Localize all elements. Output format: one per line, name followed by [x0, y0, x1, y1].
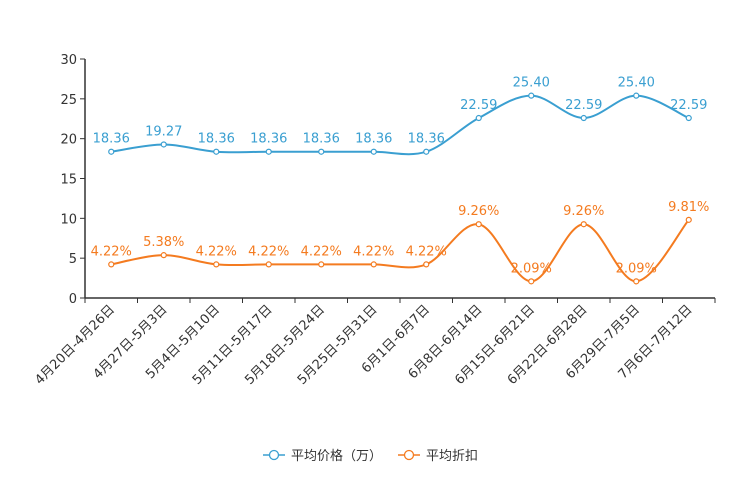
axes: 0510152025304月20日-4月26日4月27日-5月3日5月4日-5月…: [32, 53, 716, 388]
data-label: 4.22%: [353, 244, 394, 259]
data-point: [423, 261, 430, 268]
data-label: 2.09%: [511, 261, 552, 276]
data-label: 4.22%: [91, 244, 132, 259]
data-label: 4.22%: [248, 244, 289, 259]
data-point: [108, 148, 115, 155]
data-label: 22.59: [670, 98, 707, 113]
data-point: [160, 252, 167, 259]
data-point: [580, 114, 587, 122]
data-label: 4.22%: [301, 244, 342, 259]
series-layer: 18.36 19.27 18.36 18.36 18.36 18.36 18.36 22.59…: [91, 76, 709, 285]
legend[interactable]: 平均价格（万） 平均折扣: [263, 448, 478, 464]
data-point: [633, 92, 640, 99]
data-label: 18.36: [408, 132, 445, 147]
data-label: 18.36: [198, 132, 235, 147]
data-point: [265, 261, 272, 268]
data-label: 18.36: [303, 132, 340, 147]
legend-item-avg-price[interactable]: 平均价格（万）: [263, 448, 382, 464]
data-label: 22.59: [460, 98, 497, 113]
data-point: [685, 114, 692, 122]
data-label: 4.22%: [406, 244, 447, 259]
y-tick-label: 25: [60, 93, 77, 108]
data-point: [213, 261, 220, 268]
data-label: 18.36: [93, 132, 130, 147]
data-point: [528, 92, 535, 99]
y-tick-label: 15: [60, 173, 77, 188]
data-label: 18.36: [355, 132, 392, 147]
data-point: [633, 278, 640, 285]
legend-label: 平均价格（万）: [291, 448, 382, 464]
data-point: [213, 148, 220, 155]
data-point: [685, 216, 692, 223]
legend-circle-icon: [268, 449, 280, 461]
data-point: [160, 141, 167, 148]
data-label: 2.09%: [616, 261, 657, 276]
series-avg-price: 18.36 19.27 18.36 18.36 18.36 18.36 18.36 22.59…: [93, 76, 707, 156]
y-tick-label: 20: [60, 133, 77, 148]
data-point: [528, 278, 535, 285]
data-label: 9.26%: [458, 204, 499, 219]
data-label: 18.36: [250, 132, 287, 147]
data-point: [370, 148, 377, 155]
y-tick-label: 10: [60, 212, 77, 227]
data-label: 9.81%: [668, 200, 709, 215]
data-point: [423, 148, 430, 155]
data-point: [475, 114, 482, 122]
data-label: 9.26%: [563, 204, 604, 219]
data-label: 25.40: [618, 76, 655, 91]
data-point: [265, 148, 272, 155]
data-point: [108, 261, 115, 268]
series-line: [111, 94, 690, 156]
data-point: [318, 148, 325, 155]
data-point: [475, 221, 482, 228]
y-tick-label: 30: [60, 53, 77, 68]
data-label: 4.22%: [196, 244, 237, 259]
data-point: [370, 261, 377, 268]
data-label: 25.40: [513, 76, 550, 91]
legend-circle-icon: [403, 449, 415, 461]
data-point: [580, 221, 587, 228]
data-point: [318, 261, 325, 268]
series-avg-discount: 4.22% 5.38% 4.22% 4.22% 4.22% 4.22% 4.22% 9.26%…: [91, 200, 709, 285]
legend-item-avg-discount[interactable]: 平均折扣: [398, 449, 478, 464]
y-tick-label: 5: [69, 252, 77, 267]
data-label: 19.27: [145, 124, 182, 139]
legend-label: 平均折扣: [426, 449, 478, 464]
y-tick-label: 0: [69, 292, 77, 307]
data-label: 22.59: [565, 98, 602, 113]
data-label: 5.38%: [143, 235, 184, 250]
